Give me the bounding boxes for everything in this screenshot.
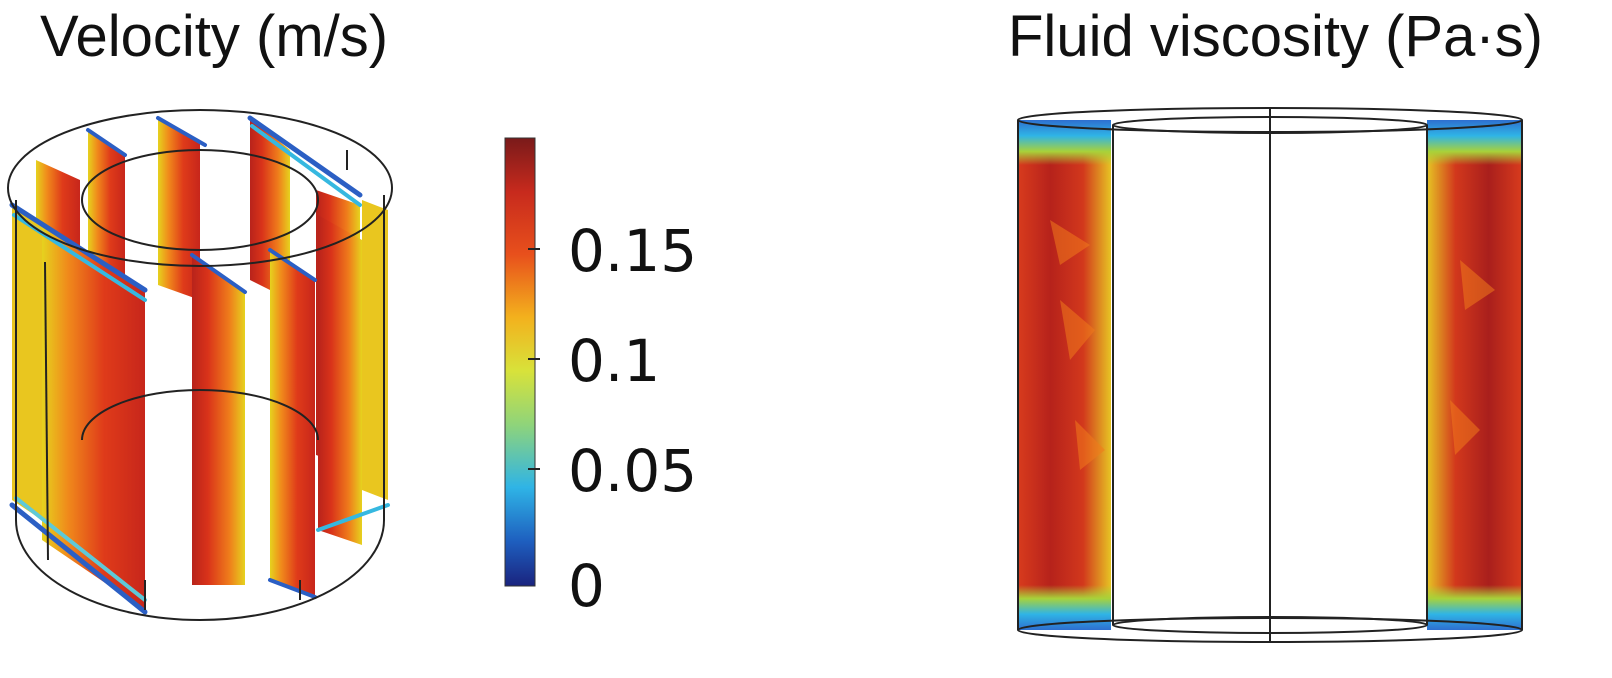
fin-front-right-1 — [270, 250, 315, 595]
fin-front-middle — [192, 255, 245, 585]
fin-back-3 — [158, 118, 200, 300]
viscosity-right-wall — [1427, 120, 1522, 630]
colorbar-label-0.05: 0.05 — [568, 437, 698, 505]
fin-front-right-2 — [318, 215, 362, 545]
viscosity-title: Fluid viscosity (Pa·s) — [1008, 4, 1543, 69]
fin-front-left-outer — [12, 205, 42, 520]
fin-back-2 — [88, 130, 125, 280]
colorbar-gradient — [504, 137, 536, 587]
colorbar-label-0.1: 0.1 — [568, 327, 661, 395]
velocity-cylinder — [7, 109, 393, 621]
colorbar-label-0: 0 — [568, 552, 605, 620]
fin-front-right-3 — [362, 200, 388, 500]
velocity-title: Velocity (m/s) — [40, 4, 389, 69]
viscosity-left-wall — [1018, 120, 1111, 630]
velocity-colorbar — [504, 137, 540, 587]
colorbar-label-0.15: 0.15 — [568, 217, 698, 285]
viscosity-section — [1017, 107, 1523, 643]
